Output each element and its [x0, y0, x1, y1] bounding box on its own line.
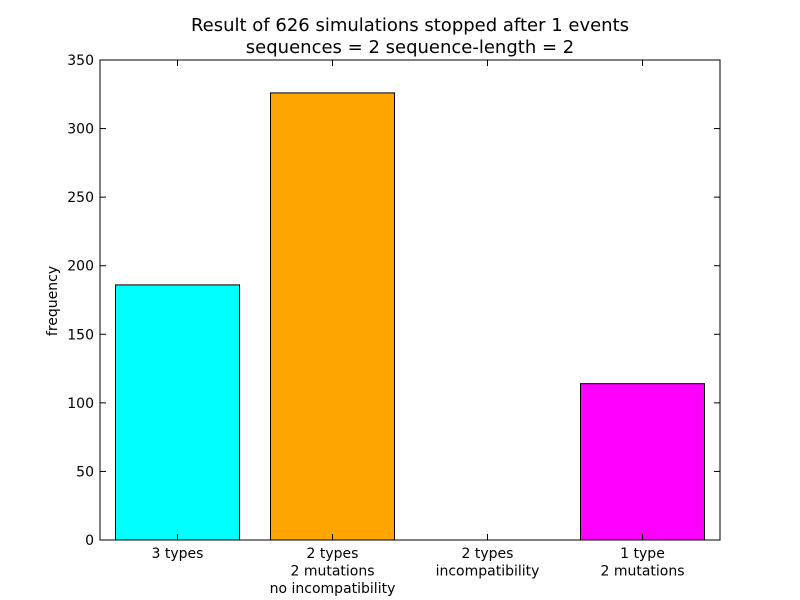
y-tick-label-100: 100: [67, 396, 94, 412]
bar-1: [115, 284, 240, 541]
x-tick-label-2-line-1: 2 types: [307, 546, 359, 562]
x-tick-label-2-line-2: 2 mutations: [290, 564, 374, 580]
x-tick-label-1-line-1: 3 types: [152, 546, 204, 562]
chart-title-line-2: sequences = 2 sequence-length = 2: [246, 37, 574, 58]
x-tick-label-4-line-1: 1 type: [620, 546, 665, 562]
y-tick-label-300: 300: [67, 122, 94, 138]
bar-2: [270, 92, 395, 541]
y-tick-label-50: 50: [76, 464, 94, 480]
x-tick-label-3-line-1: 2 types: [462, 546, 514, 562]
bars-group: [115, 92, 705, 541]
y-tick-label-350: 350: [67, 53, 94, 69]
chart-title-line-1: Result of 626 simulations stopped after …: [191, 15, 629, 36]
y-tick-label-0: 0: [85, 533, 94, 549]
y-tick-label-250: 250: [67, 190, 94, 206]
y-tick-label-200: 200: [67, 259, 94, 275]
x-tick-label-2-line-3: no incompatibility: [270, 581, 396, 597]
y-axis-label: frequency: [45, 266, 61, 336]
y-tick-label-150: 150: [67, 327, 94, 343]
ticks-group: 0 50 100 150 200 250 300 350: [67, 53, 720, 549]
x-tick-label-3-line-2: incompatibility: [436, 564, 540, 580]
x-tick-label-4-line-2: 2 mutations: [600, 564, 684, 580]
bar-4: [580, 383, 705, 541]
plot-frame: [99, 59, 721, 541]
